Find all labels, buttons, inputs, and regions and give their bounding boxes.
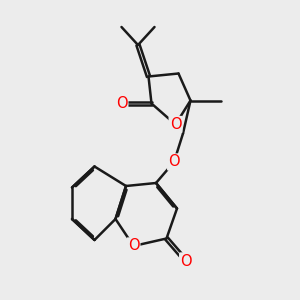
Text: O: O bbox=[128, 238, 139, 253]
Text: O: O bbox=[116, 96, 127, 111]
Text: O: O bbox=[170, 117, 181, 132]
Text: O: O bbox=[168, 154, 180, 169]
Text: O: O bbox=[180, 254, 192, 268]
